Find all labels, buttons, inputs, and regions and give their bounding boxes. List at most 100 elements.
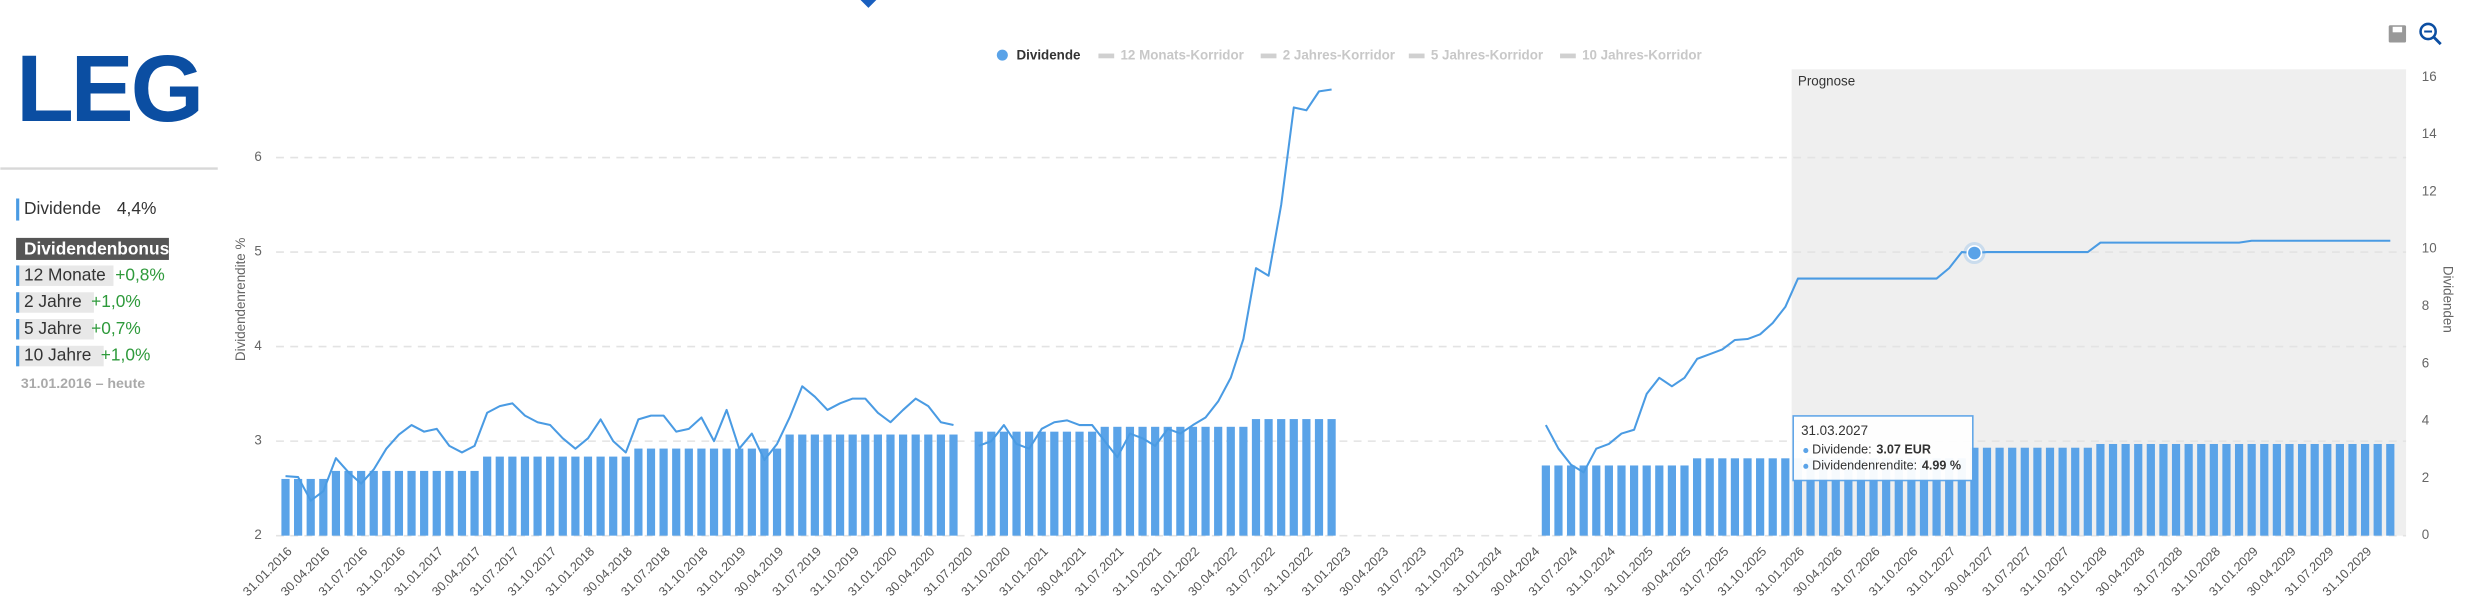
bonus-label-bg — [16, 319, 94, 340]
legend-marker-inactive — [1408, 53, 1425, 59]
bar — [1617, 465, 1626, 536]
accent-bar — [16, 198, 20, 221]
bar — [798, 434, 807, 536]
bar — [1667, 465, 1676, 536]
bar — [1037, 431, 1046, 536]
legend-marker-inactive — [1098, 53, 1115, 59]
bar — [1088, 431, 1097, 536]
bar — [382, 470, 391, 536]
tooltip-item-value: 3.07 EUR — [1876, 443, 1931, 457]
bar — [886, 434, 895, 536]
bar — [823, 434, 832, 536]
bar — [571, 456, 580, 536]
bar — [1214, 426, 1223, 536]
bar — [1894, 458, 1903, 536]
bar — [659, 448, 668, 536]
bonus-title: Dividendenbonus — [24, 238, 169, 258]
bar — [2108, 443, 2118, 536]
bar — [520, 456, 530, 536]
legend-label-inactive: 5 Jahres-Korridor — [1431, 47, 1543, 62]
period: 31.01.2016 – heute — [21, 376, 145, 392]
bar — [672, 448, 681, 536]
save-icon[interactable] — [2388, 25, 2407, 43]
forecast-label: Prognose — [1798, 73, 1855, 88]
bar — [2209, 443, 2218, 536]
y2-axis-title: Dividenden — [2440, 266, 2455, 333]
bonus-label: 5 Jahre — [24, 318, 82, 338]
bar — [2247, 443, 2256, 536]
bar — [558, 456, 567, 536]
bar — [1302, 419, 1311, 536]
tooltip-item-label: Dividende: — [1812, 443, 1872, 457]
y-axis-title: Dividendenrendite % — [233, 238, 248, 362]
hover-marker — [1966, 245, 1983, 261]
bar — [1277, 419, 1286, 536]
bar — [2386, 443, 2395, 536]
tooltip-date: 31.03.2027 — [1801, 423, 1868, 438]
bar — [533, 456, 542, 536]
bar — [1869, 458, 1878, 536]
bonus-label-bg — [16, 345, 104, 367]
bonus-label-bg — [16, 292, 94, 313]
bar — [924, 434, 933, 536]
bar — [1314, 419, 1324, 536]
bonus-title-bg — [16, 237, 169, 260]
line — [978, 88, 1332, 459]
legend-marker-inactive — [1260, 53, 1277, 59]
bar — [1579, 465, 1588, 536]
bar — [2033, 447, 2042, 536]
bar — [873, 434, 882, 536]
bar — [760, 448, 769, 536]
bar — [1566, 465, 1576, 536]
bar — [1541, 465, 1550, 536]
bar — [949, 434, 958, 536]
bar — [1138, 426, 1147, 536]
bar — [1188, 426, 1198, 536]
bar — [1831, 458, 1840, 536]
bar — [646, 448, 656, 536]
bar — [747, 448, 756, 536]
legend-label-inactive: 10 Jahres-Korridor — [1582, 47, 1702, 62]
bar — [583, 456, 593, 536]
bar — [2134, 443, 2143, 536]
legend-label: Dividende — [1017, 47, 1081, 62]
y2-tick-label: 14 — [2422, 126, 2437, 141]
bar — [596, 456, 605, 536]
accent-bar — [16, 292, 20, 313]
bar — [2020, 447, 2029, 536]
y2-tick-label: 8 — [2422, 298, 2429, 313]
bar — [1604, 465, 1613, 536]
bar — [2297, 443, 2307, 536]
bar — [1844, 458, 1853, 536]
dividend-label: Dividende — [24, 198, 101, 218]
bar — [294, 478, 303, 536]
bar — [1693, 458, 1702, 536]
bar — [1012, 431, 1021, 536]
y-tick-label: 5 — [254, 244, 261, 259]
bar — [1125, 426, 1135, 536]
bar — [483, 456, 492, 536]
y2-tick-label: 10 — [2422, 241, 2437, 256]
bar — [457, 470, 467, 536]
zoom-icon[interactable] — [2419, 22, 2442, 46]
tooltip-dot — [1803, 448, 1809, 454]
dividend-value: 4,4% — [117, 198, 156, 218]
y-tick-label: 2 — [254, 527, 261, 542]
bar — [1629, 465, 1639, 536]
bar — [2323, 443, 2332, 536]
bar — [785, 434, 794, 536]
bonus-label: 10 Jahre — [24, 345, 91, 365]
y-tick-label: 3 — [254, 433, 261, 448]
bar — [546, 456, 555, 536]
accent-bar — [16, 319, 20, 340]
y2-tick-label: 6 — [2422, 355, 2429, 370]
bar — [1226, 426, 1235, 536]
bar — [2285, 443, 2294, 536]
bar — [609, 456, 618, 536]
line — [285, 385, 954, 502]
bonus-label: 12 Monate — [24, 264, 106, 284]
bar — [1756, 458, 1765, 536]
bar — [1781, 458, 1790, 536]
tooltip-item-value: 4.99 % — [1922, 459, 1961, 473]
